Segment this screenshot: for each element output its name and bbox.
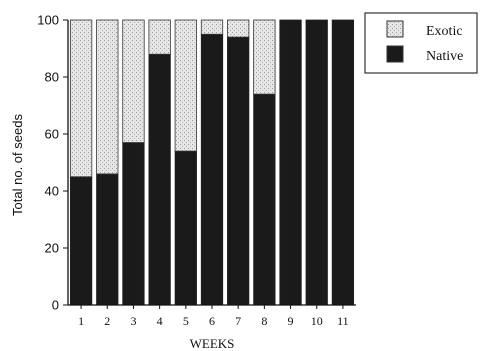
bar-native-week-10: [305, 19, 328, 306]
bar-native-week-11: [331, 19, 355, 306]
bar-native-week-9: [279, 19, 302, 306]
bar-native-week-1: [69, 176, 93, 306]
x-tick-label: 1: [78, 314, 84, 328]
y-axis-label: Total no. of seeds: [10, 114, 25, 216]
bar-native-week-5: [174, 150, 197, 306]
legend-swatch-exotic: [386, 20, 404, 38]
bar-exotic-week-5: [174, 19, 197, 152]
bar-exotic-week-8: [253, 19, 276, 95]
x-axis-ticks: 1 2 3 4 5 6 7 8 9 10 11: [78, 305, 349, 328]
bar-native-week-4: [148, 53, 171, 306]
bar-native-week-6: [200, 33, 224, 306]
bar-native-week-7: [227, 36, 250, 306]
bar-exotic-week-1: [69, 19, 93, 178]
x-tick-label: 11: [337, 314, 349, 328]
x-tick-label: 6: [209, 314, 215, 328]
y-axis-ticks: 0 20 40 60 80 100: [37, 13, 68, 313]
bar-exotic-week-4: [148, 19, 171, 55]
x-tick-label: 9: [288, 314, 294, 328]
x-tick-label: 10: [311, 314, 323, 328]
x-tick-label: 3: [130, 314, 136, 328]
bar-exotic-week-7: [227, 19, 250, 38]
bar-native-week-3: [122, 142, 145, 306]
x-tick-label: 2: [104, 314, 110, 328]
bar-exotic-week-3: [122, 19, 145, 143]
legend-frame: [364, 12, 478, 74]
plot-area: [69, 19, 355, 306]
x-tick-label: 8: [261, 314, 267, 328]
y-tick-label: 40: [45, 184, 59, 199]
x-tick-label: 4: [157, 314, 163, 328]
legend-swatch-native: [386, 45, 404, 63]
legend: Exotic Native: [364, 12, 478, 74]
bar-exotic-week-2: [96, 19, 119, 175]
y-tick-label: 60: [45, 127, 59, 142]
bar-native-week-8: [253, 93, 276, 306]
legend-label-exotic: Exotic: [426, 24, 463, 39]
x-axis-label: WEEKS: [190, 336, 235, 351]
bar-exotic-week-6: [200, 19, 224, 35]
y-tick-label: 100: [37, 13, 59, 28]
x-tick-label: 5: [183, 314, 189, 328]
y-tick-label: 0: [52, 298, 59, 313]
legend-label-native: Native: [426, 49, 463, 64]
y-tick-label: 20: [45, 241, 59, 256]
bar-native-week-2: [96, 173, 119, 306]
x-tick-label: 7: [235, 314, 241, 328]
y-tick-label: 80: [45, 70, 59, 85]
